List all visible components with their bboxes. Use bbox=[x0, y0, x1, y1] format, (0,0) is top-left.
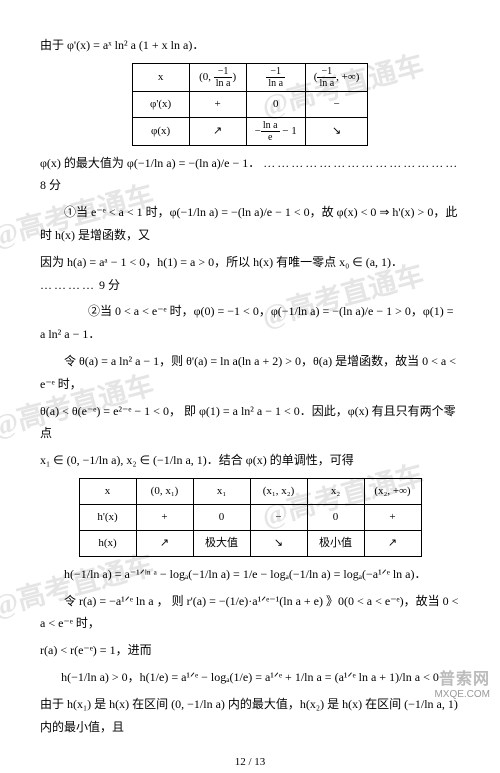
line4-text: 因为 h(a) = aᵃ − 1 < 0，h(1) = a > 0，所以 h(x… bbox=[40, 255, 403, 269]
t1-h3: (−1ln a, +∞) bbox=[305, 63, 368, 91]
line-phi-deriv: 由于 φ'(x) = aˣ ln² a (1 + x ln a)． bbox=[40, 34, 460, 57]
line-theta-def: 令 θ(a) = a ln² a − 1，则 θ'(a) = ln a(ln a… bbox=[40, 350, 460, 396]
t1-r2c1: ↗ bbox=[189, 117, 246, 145]
monotonicity-table-2: x (0, x₁) x₁ (x₁, x₂) x₂ (x₂, +∞) h'(x) … bbox=[79, 478, 422, 557]
t1-r1c2: 0 bbox=[246, 91, 305, 117]
t2-r2c5: ↗ bbox=[364, 530, 421, 556]
line-zeros: x₁ ∈ (0, −1/ln a), x₂ ∈ (−1/ln a, 1)．结合 … bbox=[40, 449, 460, 472]
t2-r2c3: ↘ bbox=[250, 530, 307, 556]
line2-dots: …………………………………… bbox=[263, 156, 459, 170]
t2-r1c2: 0 bbox=[193, 504, 250, 530]
line-conclusion: 由于 h(x₁) 是 h(x) 在区间 (0, −1/ln a) 内的最大值，h… bbox=[40, 693, 460, 739]
t2-r2c2: 极大值 bbox=[193, 530, 250, 556]
t2-h4: x₂ bbox=[307, 479, 364, 505]
line-case1: ①当 e⁻ᵉ < a < 1 时，φ(−1/ln a) = −(ln a)/e … bbox=[40, 201, 460, 247]
t1-r1c1: + bbox=[189, 91, 246, 117]
t2-h1: (0, x₁) bbox=[136, 479, 193, 505]
t2-r2c4: 极小值 bbox=[307, 530, 364, 556]
line-r-bound: r(a) < r(e⁻ᵉ) = 1，进而 bbox=[40, 639, 460, 662]
t2-r2c1: ↗ bbox=[136, 530, 193, 556]
line2-score: 8 分 bbox=[40, 178, 61, 192]
monotonicity-table-1: x (0, −1ln a) −1ln a (−1ln a, +∞) φ'(x) … bbox=[132, 63, 369, 146]
t2-r1c1: + bbox=[136, 504, 193, 530]
t2-h0: x bbox=[79, 479, 136, 505]
t1-r2c2: −ln ae − 1 bbox=[246, 117, 305, 145]
line-h-signs: h(−1/ln a) > 0，h(1/e) = a¹ᐟᵉ − logₐ(1/e)… bbox=[40, 666, 460, 689]
line-h-compute: h(−1/ln a) = a⁻¹ᐟˡⁿ ᵃ − logₐ(−1/ln a) = … bbox=[40, 563, 460, 586]
t2-r1c4: 0 bbox=[307, 504, 364, 530]
t1-h1: (0, −1ln a) bbox=[189, 63, 246, 91]
t2-r2c0: h(x) bbox=[79, 530, 136, 556]
t1-r1c3: − bbox=[305, 91, 368, 117]
line4-score: 9 分 bbox=[99, 278, 120, 292]
t2-h2: x₁ bbox=[193, 479, 250, 505]
line-theta-bound: θ(a) < θ(e⁻ᵉ) = e²⁻ᵉ − 1 < 0， 即 φ(1) = a… bbox=[40, 400, 460, 446]
t1-r2c0: φ(x) bbox=[132, 117, 189, 145]
t2-h5: (x₂, +∞) bbox=[364, 479, 421, 505]
t2-h3: (x₁, x₂) bbox=[250, 479, 307, 505]
line-r-def: 令 r(a) = −a¹ᐟᵉ ln a ， 则 r'(a) = −(1/e)·a… bbox=[40, 590, 460, 636]
t1-h2: −1ln a bbox=[246, 63, 305, 91]
line2-text: φ(x) 的最大值为 φ(−1/ln a) = −(ln a)/e − 1． bbox=[40, 156, 260, 170]
line4-dots: ………… bbox=[40, 278, 96, 292]
t1-r1c0: φ'(x) bbox=[132, 91, 189, 117]
t2-r1c0: h'(x) bbox=[79, 504, 136, 530]
t1-h0: x bbox=[132, 63, 189, 91]
t1-r2c3: ↘ bbox=[305, 117, 368, 145]
t2-r1c3: − bbox=[250, 504, 307, 530]
line-hzero: 因为 h(a) = aᵃ − 1 < 0，h(1) = a > 0，所以 h(x… bbox=[40, 251, 460, 297]
line-max-value: φ(x) 的最大值为 φ(−1/ln a) = −(ln a)/e − 1． …… bbox=[40, 152, 460, 198]
page-number: 12 / 13 bbox=[40, 752, 460, 773]
t2-r1c5: + bbox=[364, 504, 421, 530]
line-case2: ②当 0 < a < e⁻ᵉ 时，φ(0) = −1 < 0，φ(−1/ln a… bbox=[40, 300, 460, 346]
